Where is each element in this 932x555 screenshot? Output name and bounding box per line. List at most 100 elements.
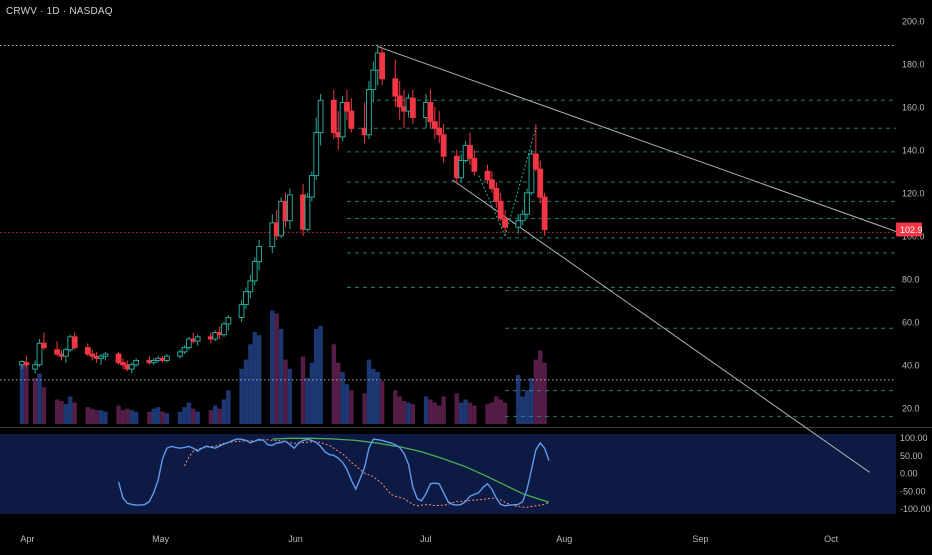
- candle-body: [313, 132, 320, 177]
- candle: [528, 149, 535, 195]
- volume-bar: [318, 325, 323, 424]
- volume-bar: [129, 410, 134, 424]
- volume-bar: [274, 313, 279, 424]
- candle: [221, 321, 227, 337]
- stoch-d-line: [184, 439, 550, 508]
- candle-body: [392, 78, 399, 97]
- volume-bar: [133, 411, 139, 424]
- signal-line: [272, 437, 550, 503]
- volume-bar: [68, 396, 73, 424]
- volume-bar: [147, 411, 152, 424]
- candle: [54, 341, 60, 357]
- candle: [247, 274, 254, 299]
- candle-body: [471, 157, 478, 172]
- time-tick-label: Jun: [288, 534, 303, 544]
- candle: [308, 171, 315, 202]
- candle-body: [330, 99, 337, 134]
- candle: [493, 182, 500, 208]
- volume-bar: [362, 393, 367, 424]
- candle-body: [256, 246, 263, 263]
- volume-bars: [19, 310, 547, 424]
- price-tick-label: 60.0: [902, 317, 920, 327]
- symbol-title: CRWV · 1D · NASDAQ: [6, 6, 113, 17]
- volume-bar: [498, 399, 503, 424]
- time-axis: Apr May Jun Jul Aug Sep Oct: [20, 534, 838, 544]
- candle: [379, 46, 386, 86]
- volume-bar: [182, 407, 187, 424]
- candle: [238, 300, 245, 322]
- candle-body: [71, 336, 78, 349]
- volume-bar: [24, 365, 29, 424]
- candle-body: [489, 179, 495, 189]
- volume-bar: [397, 396, 402, 424]
- candle: [194, 334, 201, 346]
- candle-body: [467, 144, 473, 159]
- candle: [41, 332, 47, 350]
- candle-body: [484, 170, 491, 181]
- candle-body: [102, 353, 109, 357]
- volume-bar: [349, 390, 354, 424]
- candle: [519, 209, 526, 226]
- candle: [515, 214, 522, 234]
- candle-body: [344, 101, 350, 112]
- indicator-tick-label: -100.00: [900, 504, 931, 514]
- candle-body: [62, 349, 69, 357]
- candle: [164, 354, 170, 363]
- candle: [36, 338, 43, 367]
- volume-bar: [366, 359, 372, 424]
- candle: [102, 351, 109, 361]
- volume-bar: [256, 335, 262, 424]
- candle-body: [164, 355, 170, 361]
- candle: [502, 209, 508, 232]
- candle: [339, 96, 346, 142]
- trendline: [452, 179, 870, 473]
- candle: [532, 123, 539, 172]
- candle: [212, 330, 219, 342]
- volume-bar: [19, 362, 25, 424]
- volume-bar: [533, 359, 539, 424]
- volume-bar: [314, 328, 319, 424]
- candle: [396, 80, 403, 120]
- candle: [458, 154, 465, 183]
- volume-bar: [485, 404, 490, 424]
- volume-bar: [63, 404, 69, 424]
- volume-bar: [305, 378, 310, 424]
- candle-body: [225, 316, 232, 325]
- candle: [471, 149, 478, 176]
- volume-bar: [410, 404, 416, 424]
- candle-body: [221, 323, 227, 336]
- candle: [98, 354, 104, 365]
- candle: [484, 164, 491, 185]
- volume-bar: [463, 399, 468, 424]
- candle-body: [286, 194, 293, 222]
- volume-bar: [300, 356, 306, 424]
- candle-body: [528, 153, 535, 194]
- price-tick-label: 200.0: [902, 16, 925, 26]
- volume-bar: [226, 390, 231, 424]
- candle: [62, 347, 69, 363]
- candle: [128, 362, 135, 374]
- candle-body: [23, 362, 30, 366]
- candle: [317, 93, 324, 146]
- volume-bar: [542, 362, 547, 424]
- price-tick-label: 180.0: [902, 59, 925, 69]
- volume-bar: [454, 393, 459, 424]
- candle-body: [84, 347, 91, 355]
- volume-bar: [248, 344, 253, 424]
- candle: [89, 349, 96, 361]
- indicator-tick-label: -50.00: [900, 486, 926, 496]
- volume-bar: [41, 387, 47, 424]
- candle-body: [98, 355, 104, 359]
- candle-body: [396, 95, 403, 108]
- candle: [366, 80, 372, 140]
- volume-bar: [283, 359, 288, 424]
- volume-bar: [458, 402, 464, 424]
- volume-bar: [177, 411, 183, 424]
- candle-body: [339, 101, 346, 138]
- price-axis: 200.0180.0160.0140.0120.0100.080.060.040…: [896, 16, 925, 413]
- candle-body: [120, 362, 126, 366]
- pattern-line: [504, 128, 537, 236]
- candle-body: [243, 291, 249, 306]
